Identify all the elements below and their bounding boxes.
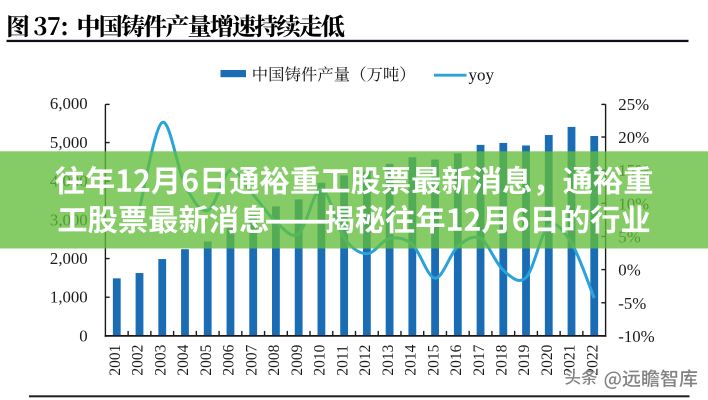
svg-text:2020: 2020 bbox=[539, 344, 556, 375]
svg-text:2014: 2014 bbox=[403, 344, 420, 375]
svg-text:0: 0 bbox=[79, 326, 87, 345]
svg-text:2013: 2013 bbox=[380, 344, 397, 375]
svg-text:2021: 2021 bbox=[562, 345, 579, 376]
svg-text:2012: 2012 bbox=[357, 345, 374, 376]
svg-text:2019: 2019 bbox=[516, 344, 533, 375]
svg-text:2007: 2007 bbox=[243, 344, 260, 375]
svg-text:2022: 2022 bbox=[584, 345, 601, 376]
svg-text:2010: 2010 bbox=[312, 344, 329, 375]
svg-text:6,000: 6,000 bbox=[50, 94, 88, 113]
svg-text:2004: 2004 bbox=[175, 344, 192, 375]
svg-text:2008: 2008 bbox=[266, 344, 283, 375]
svg-text:2005: 2005 bbox=[198, 344, 215, 375]
svg-text:-10%: -10% bbox=[618, 327, 654, 346]
svg-text:2015: 2015 bbox=[425, 344, 442, 375]
svg-text:2001: 2001 bbox=[107, 345, 124, 376]
svg-text:25%: 25% bbox=[618, 95, 649, 114]
svg-text:2011: 2011 bbox=[334, 345, 351, 375]
svg-text:2002: 2002 bbox=[130, 345, 147, 376]
svg-text:2003: 2003 bbox=[152, 344, 169, 375]
svg-text:-5%: -5% bbox=[618, 294, 646, 313]
svg-text:yoy: yoy bbox=[469, 66, 495, 85]
svg-text:2016: 2016 bbox=[448, 344, 465, 375]
svg-text:2018: 2018 bbox=[493, 344, 510, 375]
svg-text:2009: 2009 bbox=[289, 344, 306, 375]
svg-text:2006: 2006 bbox=[221, 344, 238, 375]
svg-text:2,000: 2,000 bbox=[50, 249, 88, 268]
svg-text:0%: 0% bbox=[618, 261, 640, 280]
svg-text:1,000: 1,000 bbox=[50, 288, 88, 307]
svg-text:2017: 2017 bbox=[471, 344, 488, 375]
svg-text:20%: 20% bbox=[618, 128, 649, 147]
svg-text:5,000: 5,000 bbox=[50, 133, 88, 152]
